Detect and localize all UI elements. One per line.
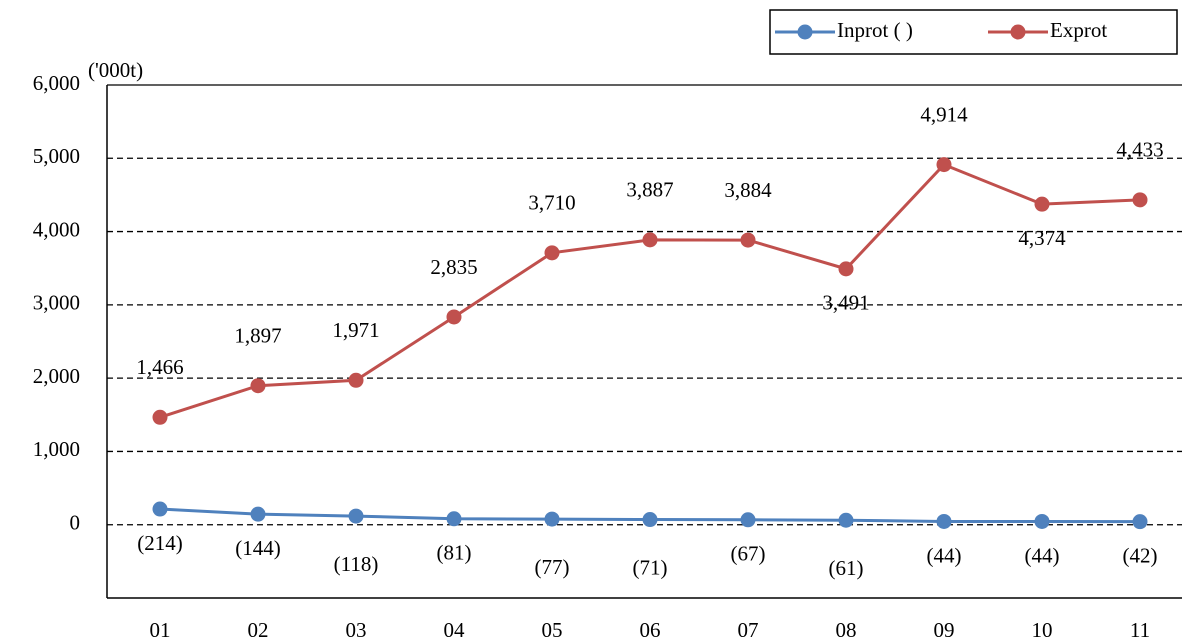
value-label: 3,491	[822, 291, 869, 315]
x-tick-label: 06	[640, 618, 661, 642]
marker	[152, 409, 168, 425]
marker	[936, 513, 952, 529]
marker	[348, 372, 364, 388]
value-label: (144)	[235, 536, 281, 560]
marker	[250, 378, 266, 394]
value-label: 4,374	[1018, 226, 1066, 250]
value-label: 3,887	[626, 178, 673, 202]
y-tick-label: 3,000	[33, 291, 80, 315]
y-tick-label: 4,000	[33, 217, 80, 241]
value-label: (71)	[633, 555, 668, 579]
value-label: (77)	[535, 555, 570, 579]
marker	[936, 157, 952, 173]
marker	[1034, 513, 1050, 529]
x-tick-label: 08	[836, 618, 857, 642]
marker	[838, 512, 854, 528]
value-label: (61)	[829, 556, 864, 580]
marker	[544, 511, 560, 527]
x-tick-label: 04	[444, 618, 466, 642]
marker	[446, 511, 462, 527]
marker	[152, 501, 168, 517]
value-label: (44)	[927, 543, 962, 567]
value-label: 1,971	[332, 318, 379, 342]
y-tick-label: 5,000	[33, 144, 80, 168]
unit-label: ('000t)	[88, 58, 143, 82]
x-tick-label: 09	[934, 618, 955, 642]
value-label: 3,884	[724, 178, 772, 202]
legend-label: Exprot	[1050, 18, 1107, 42]
x-tick-label: 01	[150, 618, 171, 642]
value-label: 2,835	[430, 255, 477, 279]
value-label: (81)	[437, 541, 472, 565]
y-tick-label: 1,000	[33, 437, 80, 461]
x-tick-label: 05	[542, 618, 563, 642]
value-label: 1,466	[136, 355, 183, 379]
marker	[740, 232, 756, 248]
value-label: (118)	[334, 552, 379, 576]
marker	[348, 508, 364, 524]
marker	[1132, 192, 1148, 208]
marker	[544, 245, 560, 261]
x-tick-label: 11	[1130, 618, 1150, 642]
value-label: (42)	[1123, 543, 1158, 567]
marker	[446, 309, 462, 325]
marker	[642, 512, 658, 528]
value-label: (214)	[137, 531, 183, 555]
marker	[642, 232, 658, 248]
legend-label: Inprot ( )	[837, 18, 913, 42]
marker	[1132, 514, 1148, 530]
value-label: (67)	[731, 542, 766, 566]
value-label: 3,710	[528, 191, 575, 215]
x-tick-label: 02	[248, 618, 269, 642]
x-tick-label: 03	[346, 618, 367, 642]
marker	[1034, 196, 1050, 212]
legend-marker	[797, 24, 813, 40]
marker	[740, 512, 756, 528]
y-tick-label: 6,000	[33, 71, 80, 95]
y-tick-label: 2,000	[33, 364, 80, 388]
x-tick-label: 10	[1032, 618, 1053, 642]
value-label: 4,914	[920, 102, 968, 126]
legend-box	[769, 9, 1178, 55]
marker	[838, 261, 854, 277]
value-label: 4,433	[1116, 138, 1163, 162]
marker	[250, 506, 266, 522]
legend-marker	[1010, 24, 1026, 40]
y-tick-label: 0	[70, 511, 81, 535]
x-tick-label: 07	[738, 618, 759, 642]
series-line	[159, 162, 1141, 419]
value-label: (44)	[1025, 543, 1060, 567]
value-label: 1,897	[234, 324, 281, 348]
